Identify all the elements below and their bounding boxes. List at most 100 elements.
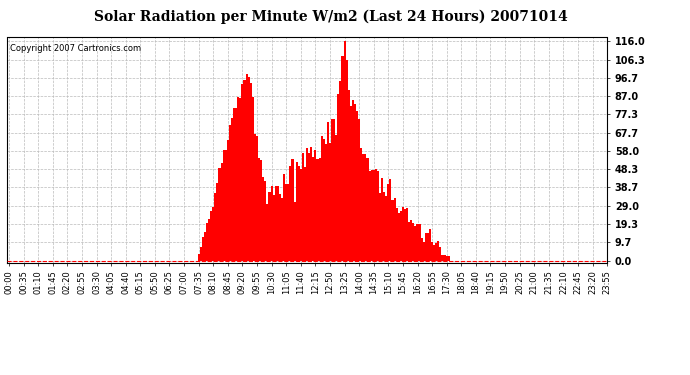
Bar	[221, 163, 223, 261]
Text: Solar Radiation per Minute W/m2 (Last 24 Hours) 20071014: Solar Radiation per Minute W/m2 (Last 24…	[95, 9, 568, 24]
Bar	[250, 83, 252, 261]
Bar	[337, 94, 339, 261]
Bar	[435, 243, 437, 261]
Bar	[248, 77, 250, 261]
Bar	[373, 170, 375, 261]
Bar	[244, 80, 246, 261]
Bar	[219, 168, 221, 261]
Bar	[366, 158, 368, 261]
Bar	[362, 154, 364, 261]
Bar	[348, 90, 350, 261]
Bar	[429, 229, 431, 261]
Bar	[346, 60, 348, 261]
Bar	[433, 245, 435, 261]
Bar	[389, 179, 391, 261]
Bar	[317, 159, 319, 261]
Bar	[411, 220, 413, 261]
Bar	[442, 255, 444, 261]
Bar	[233, 108, 235, 261]
Bar	[383, 192, 385, 261]
Bar	[358, 119, 360, 261]
Bar	[329, 143, 331, 261]
Bar	[215, 193, 217, 261]
Bar	[204, 232, 206, 261]
Bar	[421, 238, 423, 261]
Bar	[425, 233, 427, 261]
Bar	[206, 223, 208, 261]
Bar	[281, 198, 283, 261]
Bar	[264, 181, 266, 261]
Bar	[270, 186, 273, 261]
Bar	[413, 223, 415, 261]
Bar	[273, 195, 275, 261]
Text: Copyright 2007 Cartronics.com: Copyright 2007 Cartronics.com	[10, 44, 141, 53]
Bar	[275, 186, 277, 261]
Bar	[293, 202, 295, 261]
Bar	[404, 209, 406, 261]
Bar	[400, 211, 402, 261]
Bar	[299, 170, 302, 261]
Bar	[344, 41, 346, 261]
Bar	[210, 211, 213, 261]
Bar	[385, 196, 387, 261]
Bar	[325, 144, 327, 261]
Bar	[327, 122, 329, 261]
Bar	[279, 194, 281, 261]
Bar	[423, 242, 425, 261]
Bar	[375, 169, 377, 261]
Bar	[377, 171, 379, 261]
Bar	[406, 208, 408, 261]
Bar	[285, 184, 287, 261]
Bar	[427, 233, 429, 261]
Bar	[287, 184, 289, 261]
Bar	[254, 134, 256, 261]
Bar	[342, 56, 344, 261]
Bar	[319, 158, 321, 261]
Bar	[260, 160, 262, 261]
Bar	[393, 198, 395, 261]
Bar	[339, 81, 342, 261]
Bar	[291, 159, 293, 261]
Bar	[321, 136, 323, 261]
Bar	[225, 150, 227, 261]
Bar	[415, 225, 417, 261]
Bar	[304, 167, 306, 261]
Bar	[356, 111, 358, 261]
Bar	[227, 140, 229, 261]
Bar	[239, 98, 241, 261]
Bar	[354, 104, 356, 261]
Bar	[437, 241, 440, 261]
Bar	[237, 97, 239, 261]
Bar	[315, 150, 317, 261]
Bar	[306, 148, 308, 261]
Bar	[208, 219, 210, 261]
Bar	[444, 255, 446, 261]
Bar	[331, 119, 333, 261]
Bar	[252, 97, 254, 261]
Bar	[295, 162, 297, 261]
Bar	[395, 208, 397, 261]
Bar	[308, 153, 310, 261]
Bar	[333, 119, 335, 261]
Bar	[231, 118, 233, 261]
Bar	[289, 166, 291, 261]
Bar	[213, 207, 215, 261]
Bar	[268, 192, 270, 261]
Bar	[241, 84, 244, 261]
Bar	[262, 177, 264, 261]
Bar	[387, 184, 389, 261]
Bar	[266, 204, 268, 261]
Bar	[313, 157, 315, 261]
Bar	[335, 135, 337, 261]
Bar	[402, 207, 404, 261]
Bar	[283, 174, 285, 261]
Bar	[440, 248, 442, 261]
Bar	[235, 108, 237, 261]
Bar	[197, 254, 199, 261]
Bar	[217, 183, 219, 261]
Bar	[397, 213, 400, 261]
Bar	[199, 248, 201, 261]
Bar	[352, 100, 354, 261]
Bar	[246, 74, 248, 261]
Bar	[297, 166, 299, 261]
